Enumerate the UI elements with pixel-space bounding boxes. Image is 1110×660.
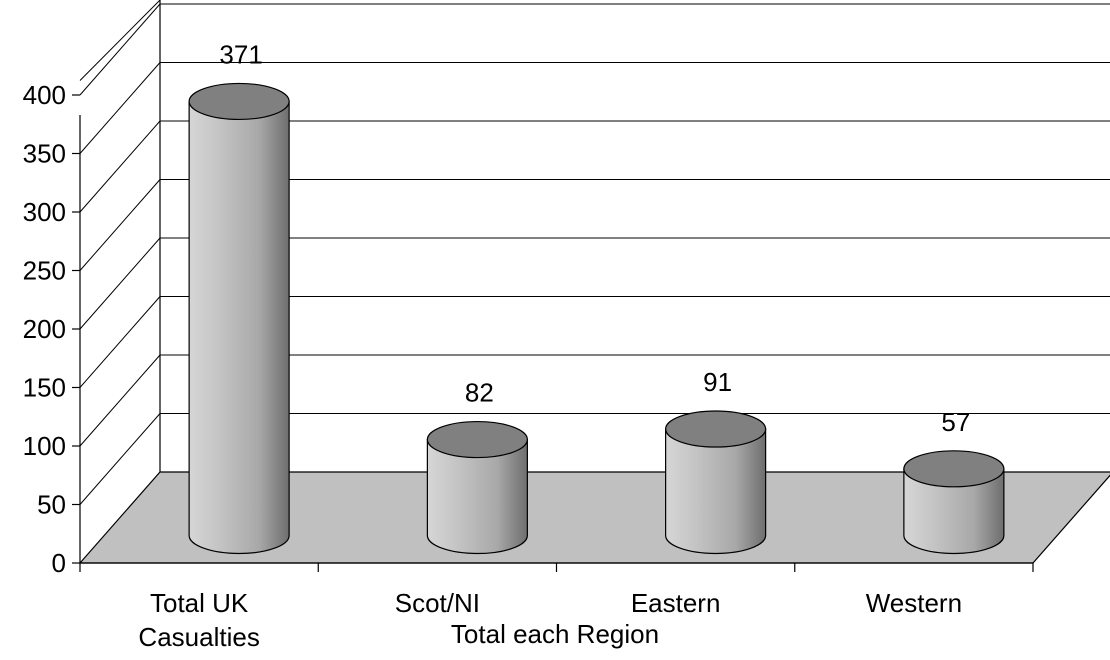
side-gridline	[79, 413, 161, 505]
side-gridline	[79, 237, 161, 330]
x-category-label: Western	[866, 588, 962, 618]
x-category-label-line: Casualties	[138, 622, 259, 652]
y-tick-label: 150	[23, 373, 66, 403]
x-category-label: Scot/NI	[395, 588, 480, 618]
cylinder-body	[426, 438, 528, 555]
y-tick-label: 400	[23, 80, 66, 110]
side-gridline	[79, 3, 161, 96]
side-gridline	[79, 120, 161, 213]
cylinder-body	[188, 100, 290, 555]
data-label: 82	[465, 378, 494, 408]
side-gridline	[79, 296, 161, 388]
y-axis: 0 50 100 150 200 250 300 350 400	[23, 80, 80, 578]
cylinder-top	[903, 450, 1005, 488]
x-category-label: Eastern	[631, 588, 721, 618]
x-category-label-line: Total UK	[150, 588, 249, 618]
y-tick-label: 300	[23, 197, 66, 227]
cylinder-top	[426, 420, 528, 459]
gridlines	[79, 0, 1110, 505]
y-tick-label: 50	[37, 490, 66, 520]
side-gridline	[79, 354, 161, 447]
cylinder-top	[188, 82, 290, 121]
x-axis: Total UK Casualties Scot/NI Eastern Western	[79, 562, 1034, 652]
data-label: 91	[703, 367, 732, 397]
cylinder-top	[665, 410, 767, 448]
y-tick-label: 200	[23, 314, 66, 344]
y-tick-label: 100	[23, 431, 66, 461]
x-category-label-line: Eastern	[631, 588, 721, 618]
data-label: 57	[941, 407, 970, 437]
side-gridline	[79, 62, 161, 154]
bar-series	[188, 82, 1005, 555]
x-category-label-line: Western	[866, 588, 962, 618]
y-tick-label: 0	[52, 548, 66, 578]
x-axis-title: Total each Region	[451, 619, 659, 649]
data-labels: 371 82 91 57	[219, 39, 970, 436]
side-gridline	[79, 179, 161, 271]
chart-walls	[79, 0, 161, 563]
data-label: 371	[219, 39, 262, 69]
x-category-label-line: Scot/NI	[395, 588, 480, 618]
y-tick-label: 250	[23, 256, 66, 286]
cylinder-bar	[665, 410, 767, 555]
cylinder-body	[903, 468, 1005, 555]
cylinder-bar	[188, 82, 290, 555]
cylinder-body	[665, 428, 767, 555]
cylinder-bar	[903, 450, 1005, 555]
x-category-label: Total UK Casualties	[138, 588, 259, 652]
cylinder-bar	[426, 420, 528, 555]
y-tick-label: 350	[23, 139, 66, 169]
side-top-diagonal	[79, 0, 161, 81]
